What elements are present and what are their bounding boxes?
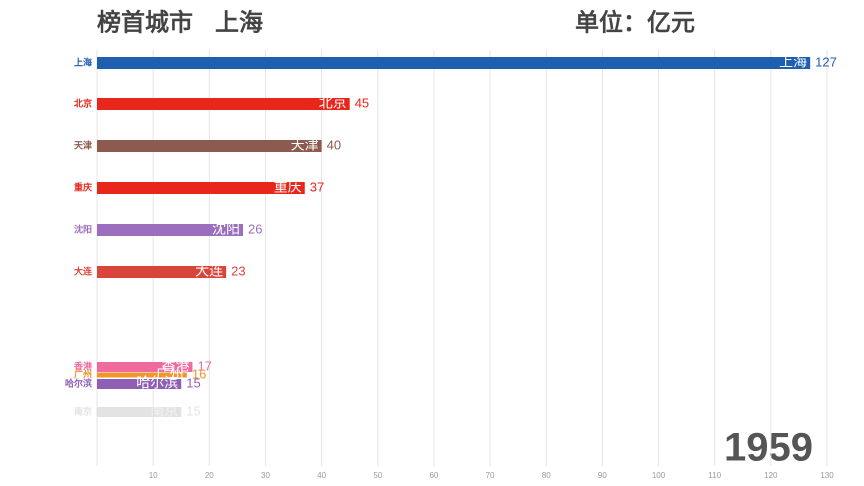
- bar-name: 香港: [161, 358, 189, 374]
- bar-name: 天津: [291, 137, 319, 153]
- x-tick-label: 110: [708, 471, 721, 480]
- category-label: 大连: [74, 265, 93, 276]
- unit: 单位：亿元: [575, 8, 695, 36]
- x-tick-label: 60: [429, 471, 438, 480]
- bar: [97, 57, 811, 69]
- category-label: 北京: [74, 97, 92, 108]
- x-tick-label: 20: [205, 471, 214, 480]
- bar: [97, 407, 182, 417]
- bar: [97, 266, 227, 278]
- bar-name: 广州: [156, 366, 184, 382]
- bar-name: 南京: [150, 403, 178, 419]
- bar: [97, 140, 322, 152]
- leader: 上海: [215, 8, 263, 36]
- bar-name: 重庆: [274, 179, 302, 195]
- category-label: 天津: [74, 139, 92, 150]
- x-tick-label: 80: [542, 471, 551, 480]
- x-tick-label: 120: [764, 471, 778, 480]
- x-tick-label: 100: [652, 471, 666, 480]
- bar: [97, 98, 350, 110]
- category-label: 南京: [74, 405, 92, 416]
- bar-name: 上海: [779, 54, 807, 70]
- bar-name: 哈尔滨: [136, 375, 178, 391]
- value-label: 45: [355, 95, 369, 110]
- bar-name: 大连: [195, 263, 223, 279]
- x-tick-label: 50: [373, 471, 382, 480]
- value-label: 127: [815, 54, 837, 69]
- value-label: 37: [310, 179, 324, 194]
- category-label: 广州: [74, 368, 92, 379]
- bar-name: 沈阳: [212, 221, 240, 237]
- year: 1959: [724, 426, 813, 470]
- chart-title: 榜首城市: [97, 8, 193, 36]
- x-tick-label: 90: [598, 471, 607, 480]
- category-label: 哈尔滨: [65, 377, 92, 388]
- x-tick-label: 40: [317, 471, 326, 480]
- bar-name: 北京: [319, 95, 347, 111]
- bar: [97, 182, 305, 194]
- category-label: 重庆: [74, 181, 92, 192]
- bar: [97, 379, 182, 389]
- value-label: 23: [231, 263, 245, 278]
- bar: [97, 372, 187, 378]
- value-label: 16: [192, 366, 206, 381]
- value-label: 26: [248, 221, 262, 236]
- value-label: 15: [186, 375, 200, 390]
- x-tick-label: 30: [261, 471, 270, 480]
- category-label: 沈阳: [74, 223, 92, 234]
- bar: [97, 362, 193, 372]
- value-label: 17: [197, 358, 211, 373]
- category-label: 上海: [74, 56, 92, 67]
- value-label: 15: [186, 403, 200, 418]
- bar: [97, 224, 243, 236]
- category-label: 香港: [73, 360, 93, 371]
- x-tick-label: 70: [486, 471, 495, 480]
- value-label: 40: [327, 137, 341, 152]
- x-tick-label: 130: [820, 471, 834, 480]
- x-tick-label: 10: [149, 471, 158, 480]
